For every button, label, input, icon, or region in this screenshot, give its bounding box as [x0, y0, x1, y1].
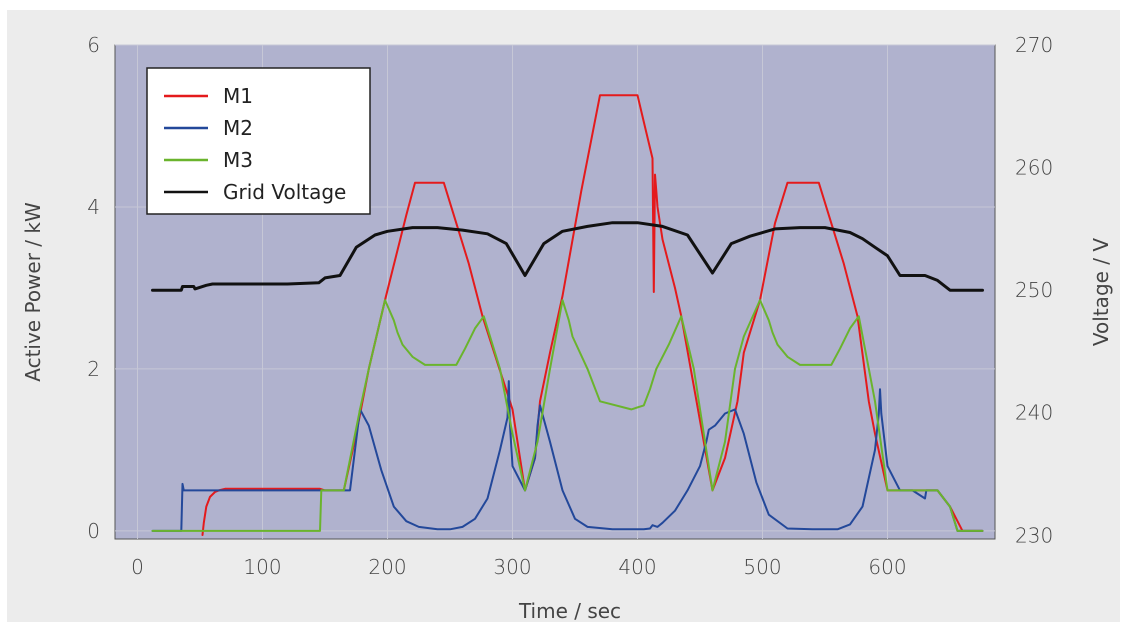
- y2-axis-label: Voltage / V: [1089, 238, 1113, 346]
- x-tick-label: 200: [368, 555, 406, 579]
- legend-grid-voltage-label: Grid Voltage: [223, 180, 346, 204]
- legend-m3-label: M3: [223, 148, 253, 172]
- x-tick-label: 500: [743, 555, 781, 579]
- y2-tick-label: 270: [1015, 33, 1053, 57]
- y-tick-label: 2: [87, 357, 100, 381]
- x-tick-label: 300: [493, 555, 531, 579]
- series-line-m3: [151, 299, 984, 532]
- y2-tick-label: 240: [1015, 401, 1053, 425]
- y2-tick-label: 230: [1015, 523, 1053, 547]
- series-line-m2: [151, 380, 984, 532]
- y-tick-label: 4: [87, 195, 100, 219]
- tick-labels: 0 100 200 300 400 500 600 0 2 4 6 230 240 250 260 270: [87, 33, 1053, 579]
- chart: 0 100 200 300 400 500 600 0 2 4 6 230 240 250 260 270 T…: [21, 33, 1113, 622]
- series-line-grid-voltage: [151, 221, 984, 292]
- series-lines: [151, 94, 984, 536]
- chart-frame: 0 100 200 300 400 500 600 0 2 4 6 230 240 250 260 270 T…: [7, 10, 1120, 622]
- legend-m2-label: M2: [223, 116, 253, 140]
- legend: M1 M2 M3 Grid Voltage: [146, 67, 371, 215]
- x-tick-label: 400: [618, 555, 656, 579]
- legend-box: [146, 67, 371, 215]
- x-axis-label: Time / sec: [518, 599, 621, 622]
- y-tick-label: 0: [87, 519, 100, 543]
- x-tick-label: 0: [131, 555, 144, 579]
- y-axis-label: Active Power / kW: [21, 202, 45, 382]
- y2-tick-label: 260: [1015, 156, 1053, 180]
- y-tick-label: 6: [87, 33, 100, 57]
- x-tick-label: 600: [868, 555, 906, 579]
- y2-tick-label: 250: [1015, 278, 1053, 302]
- x-tick-label: 100: [243, 555, 281, 579]
- legend-m1-label: M1: [223, 84, 253, 108]
